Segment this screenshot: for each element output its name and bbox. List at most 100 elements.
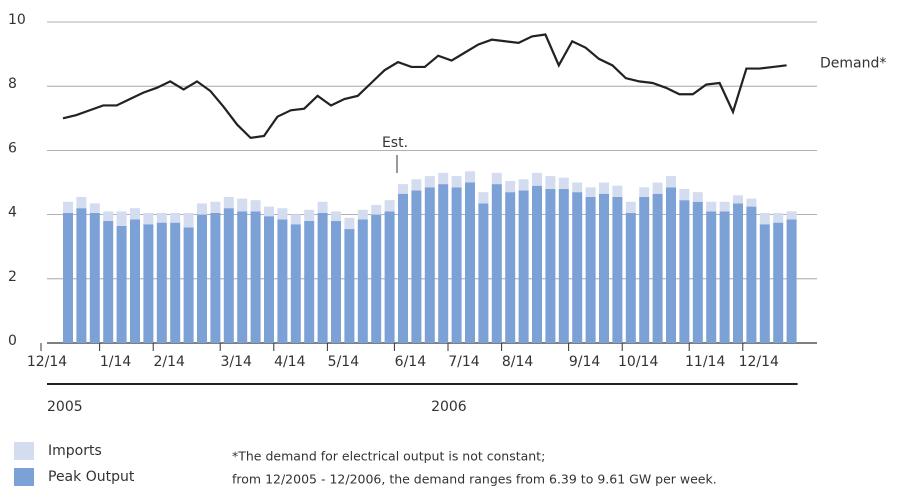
bar-segment (585, 196, 596, 343)
year-label: 2006 (431, 399, 467, 415)
bar-segment (639, 196, 650, 343)
bar-segment (639, 187, 650, 197)
footnote: *The demand for electrical output is not… (232, 449, 545, 464)
x-tick-label: 5/14 (328, 354, 360, 370)
bar-segment (532, 172, 542, 186)
bar-segment (759, 224, 770, 343)
bar-segment (223, 196, 234, 209)
bar-segment (424, 176, 435, 188)
bar-segment (183, 212, 194, 228)
x-tick-label: 7/14 (448, 354, 480, 370)
bar-segment (532, 185, 542, 343)
bar-segment (250, 200, 261, 212)
bar-segment (103, 221, 114, 343)
bar-segment (465, 171, 475, 183)
bar-segment (63, 212, 73, 343)
bar-segment (411, 179, 422, 191)
bar-segment (652, 182, 663, 194)
bar-segment (371, 204, 382, 215)
y-tick-label: 6 (8, 140, 17, 156)
x-tick-label: 9/14 (569, 354, 601, 370)
bar-segment (438, 184, 449, 343)
bar-segment (331, 221, 341, 343)
bar-segment (290, 214, 301, 225)
bar-segment (103, 211, 114, 222)
bar-segment (317, 212, 328, 343)
bar-segment (733, 195, 743, 204)
bar-segment (197, 214, 207, 343)
bar-segment (786, 211, 797, 220)
bar-segment (344, 217, 355, 230)
bar-segment (290, 224, 301, 343)
bar-segment (130, 219, 140, 343)
bar-segment (384, 200, 395, 212)
x-tick-label: 10/14 (618, 354, 658, 370)
bar-segment (679, 200, 690, 343)
legend-swatch (14, 468, 34, 486)
x-tick-label: 4/14 (274, 354, 306, 370)
bar-segment (558, 188, 569, 343)
bar-segment (344, 229, 355, 343)
bar-segment (411, 190, 422, 343)
bar-segment (773, 212, 784, 223)
bar-segment (733, 203, 743, 343)
bar-segment (491, 172, 502, 185)
bar-segment (572, 182, 583, 193)
bar-segment (76, 196, 87, 209)
bar-segment (612, 185, 623, 197)
bar-segment (692, 192, 703, 202)
bar-segment (116, 211, 127, 226)
bar-segment (679, 188, 690, 201)
bar-segment (491, 184, 502, 343)
bar-segment (170, 222, 181, 343)
x-tick-label: 12/14 (27, 354, 67, 370)
bar-segment (384, 211, 395, 343)
bar-segment (130, 208, 140, 220)
bar-segment (304, 209, 315, 222)
bar-segment (773, 222, 784, 343)
bar-segment (706, 201, 717, 212)
bar-segment (223, 208, 234, 343)
bar-segment (183, 227, 194, 343)
bar-segment (143, 212, 154, 225)
bar-segment (331, 211, 341, 222)
bar-segment (746, 206, 757, 343)
bar-segment (572, 192, 583, 343)
x-tick-label: 1/14 (100, 354, 132, 370)
bar-segment (666, 176, 676, 188)
bar-segment (545, 176, 556, 189)
bar-segment (250, 211, 261, 343)
bar-segment (612, 196, 623, 343)
bar-segment (451, 176, 462, 188)
bar-segment (156, 222, 167, 343)
year-label: 2005 (47, 399, 83, 415)
bar-segment (478, 192, 489, 204)
bar-segment (156, 212, 167, 223)
bar-segment (357, 209, 368, 220)
bar-segment (89, 203, 100, 213)
bar-segment (277, 219, 288, 343)
bar-segment (197, 203, 207, 215)
bar-segment (277, 208, 288, 220)
bar-segment (170, 212, 181, 223)
bar-segment (116, 225, 127, 343)
bar-segment (706, 211, 717, 343)
bar-segment (625, 201, 636, 213)
bar-segment (451, 187, 462, 343)
bar-segment (759, 212, 770, 225)
bar-segment (652, 193, 663, 343)
y-tick-label: 4 (8, 205, 17, 221)
x-tick-label: 12/14 (739, 354, 779, 370)
bar-segment (63, 201, 73, 213)
bar-segment (143, 224, 154, 343)
y-tick-label: 10 (8, 12, 26, 28)
bar-segment (518, 179, 529, 191)
bar-segment (505, 180, 516, 193)
bar-segment (585, 187, 596, 197)
bar-segment (210, 201, 221, 213)
x-tick-label: 6/14 (395, 354, 427, 370)
bar-segment (505, 192, 516, 343)
legend-label: Imports (48, 443, 102, 459)
bar-segment (625, 212, 636, 343)
